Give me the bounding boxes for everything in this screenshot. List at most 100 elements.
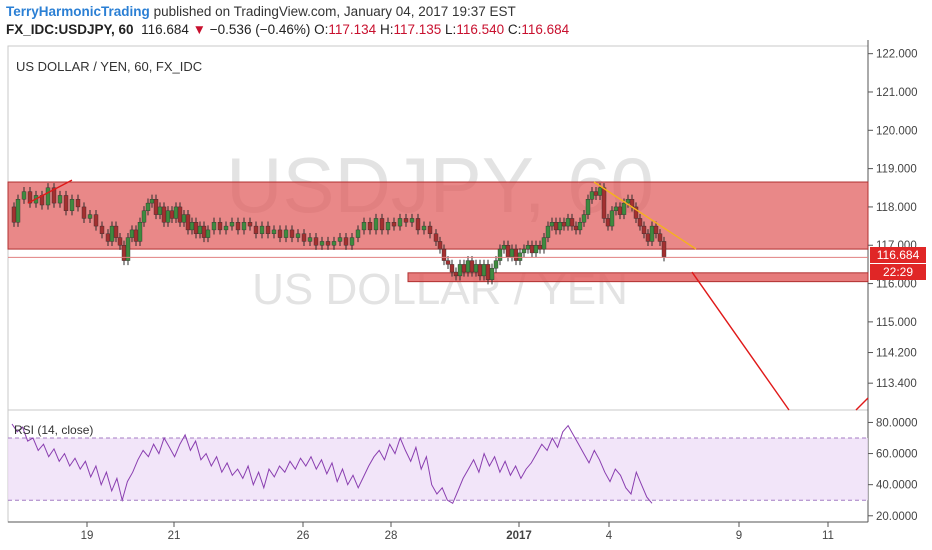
candle-body (57, 195, 63, 204)
last-price-tag (870, 247, 926, 263)
candle-body (361, 222, 367, 231)
rsi-tick-label: 60.0000 (876, 449, 918, 461)
author-link[interactable]: TerryHarmonicTrading (6, 4, 150, 19)
y-tick-label: 113.400 (876, 378, 917, 390)
candle-body (181, 214, 187, 223)
candle-body (529, 245, 535, 254)
candle-body (645, 233, 651, 242)
candle-body (157, 206, 163, 215)
candle-body (193, 222, 199, 234)
candle-body (177, 206, 183, 223)
candle-body (265, 225, 271, 234)
candle-body (129, 229, 135, 238)
candle-body (537, 245, 543, 250)
candle-body (593, 191, 599, 196)
candle-body (589, 191, 595, 200)
candle-body (81, 206, 87, 219)
y-tick-label: 121.000 (876, 87, 918, 99)
candle-body (549, 222, 555, 227)
candle-body (307, 237, 313, 242)
candle-body (201, 225, 207, 238)
candle-body (601, 187, 607, 219)
candle-body (205, 229, 211, 238)
y-tick-label: 122.000 (876, 49, 918, 61)
candle-body (657, 233, 663, 242)
candle-body (449, 264, 455, 273)
candle-body (525, 245, 531, 250)
candle-body (621, 202, 627, 215)
candle-body (385, 222, 391, 231)
rsi-title: RSI (14, close) (14, 423, 93, 437)
red-trend-right[interactable] (855, 397, 869, 411)
y-tick-label: 118.000 (876, 202, 917, 214)
candle-body (331, 241, 337, 246)
yellow-trend[interactable] (593, 181, 697, 250)
candle-body (473, 264, 479, 273)
red-projection[interactable] (691, 271, 790, 411)
candle-body (379, 218, 385, 231)
candle-body (465, 260, 471, 273)
candle-body (253, 225, 259, 234)
support-zone[interactable] (407, 272, 869, 283)
candle-body (197, 225, 203, 234)
candle-body (241, 222, 247, 231)
candle-body (391, 222, 397, 227)
candle-body (217, 222, 223, 231)
candle-body (117, 237, 123, 246)
open-value: 117.134 (328, 22, 377, 37)
candle-body (51, 187, 57, 204)
candle-body (577, 222, 583, 231)
candle-body (573, 225, 579, 231)
candle-body (141, 210, 147, 223)
candle-body (173, 206, 179, 219)
candle-body (415, 218, 421, 231)
y-tick-label: 114.200 (876, 348, 917, 360)
candle-body (223, 225, 229, 231)
x-tick-label: 21 (168, 530, 181, 542)
candle-body (289, 229, 295, 238)
candle-body (513, 248, 519, 261)
close-label: C: (507, 22, 522, 37)
candle-body (605, 218, 611, 227)
candle-body (109, 225, 115, 242)
high-value: 117.135 (393, 22, 442, 37)
candle-body (661, 241, 667, 257)
candle-body (63, 195, 69, 211)
candle-body (403, 218, 409, 223)
ohlc-bar: FX_IDC:USDJPY, 60 116.684 ▼ −0.536 (−0.4… (6, 22, 569, 37)
candle-body (485, 264, 491, 280)
candle-body (189, 222, 195, 231)
candle-body (509, 248, 515, 257)
candle-body (445, 260, 451, 265)
red-trend-left[interactable] (27, 179, 73, 204)
candle-body (125, 237, 131, 261)
last-price: 116.684 (141, 22, 189, 37)
candle-body (295, 233, 301, 238)
y-tick-label: 120.000 (876, 125, 918, 137)
candle-body (517, 252, 523, 261)
candle-body (259, 225, 265, 234)
low-label: L: (445, 22, 457, 37)
x-tick-label: 2017 (506, 530, 532, 542)
candle-body (271, 229, 277, 234)
published-text: published on TradingView.com, January 04… (153, 4, 516, 19)
candle-body (235, 222, 241, 231)
candle-body (469, 260, 475, 273)
candle-body (453, 271, 459, 277)
y-tick-label: 116.000 (876, 279, 917, 291)
candle-body (489, 268, 495, 280)
candle-body (325, 241, 331, 246)
x-tick-label: 28 (385, 530, 398, 542)
candle-body (437, 241, 443, 250)
candle-body (355, 229, 361, 238)
candle-body (313, 237, 319, 246)
candle-body (319, 241, 325, 246)
candle-body (409, 218, 415, 223)
candle-body (637, 218, 643, 227)
candle-body (45, 187, 51, 206)
candle-body (337, 237, 343, 242)
candle-body (597, 187, 603, 196)
candle-body (481, 264, 487, 277)
candle-body (137, 222, 143, 242)
